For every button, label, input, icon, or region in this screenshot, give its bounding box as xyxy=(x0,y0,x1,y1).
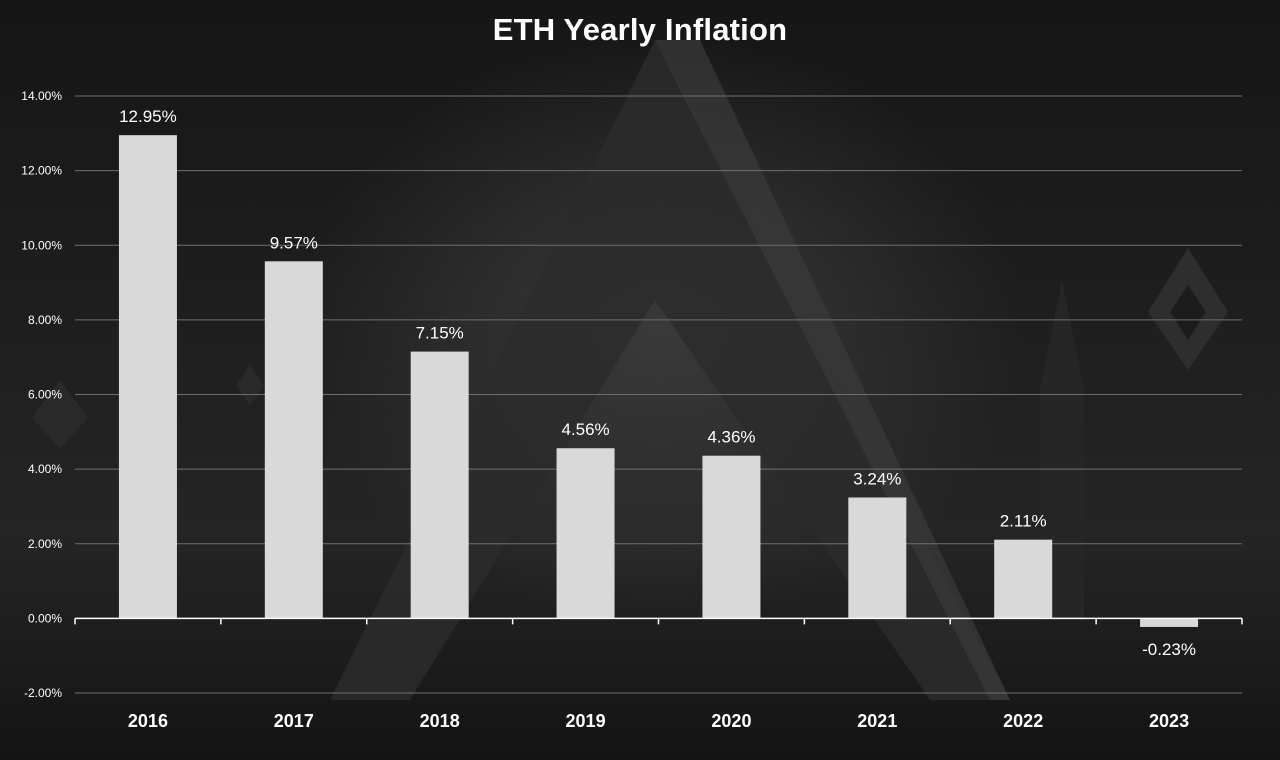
data-label-2021: 3.24% xyxy=(853,469,901,488)
bar-2018 xyxy=(410,351,469,619)
bar-2022 xyxy=(994,539,1053,619)
data-label-2020: 4.36% xyxy=(707,428,755,447)
x-category-label: 2022 xyxy=(1003,711,1043,731)
y-tick-label: 10.00% xyxy=(21,238,62,252)
data-labels: 12.95% 9.57% 7.15% 4.56% 4.36% 3.24% 2.11% -0.2… xyxy=(119,107,1196,659)
bar-2020 xyxy=(702,455,761,619)
x-category-label: 2020 xyxy=(711,711,751,731)
data-label-2017: 9.57% xyxy=(270,233,318,252)
data-label-2019: 4.56% xyxy=(561,420,609,439)
x-category-label: 2017 xyxy=(274,711,314,731)
bar-2016 xyxy=(118,135,177,619)
y-tick-label: 0.00% xyxy=(28,611,62,625)
data-label-2016: 12.95% xyxy=(119,107,177,126)
bar-2023 xyxy=(1140,618,1199,627)
y-tick-label: 12.00% xyxy=(21,164,62,178)
data-label-2023: -0.23% xyxy=(1142,640,1196,659)
bar-2021 xyxy=(848,497,907,619)
y-tick-label: 6.00% xyxy=(28,388,62,402)
y-tick-label: 8.00% xyxy=(28,313,62,327)
x-category-label: 2021 xyxy=(857,711,897,731)
bar-2017 xyxy=(264,261,323,619)
chart-title: ETH Yearly Inflation xyxy=(492,12,788,47)
x-category-label: 2019 xyxy=(566,711,606,731)
y-tick-label: 14.00% xyxy=(21,89,62,103)
data-label-2022: 2.11% xyxy=(1000,512,1047,531)
x-axis-category-labels: 2016 2017 2018 2019 2020 2021 2022 2023 xyxy=(128,711,1189,731)
gridlines xyxy=(75,95,1242,694)
data-label-2018: 7.15% xyxy=(416,324,464,343)
y-axis-tick-labels: -2.00% 0.00% 2.00% 4.00% 6.00% 8.00% 10.00% 12.… xyxy=(21,89,62,700)
bar-2019 xyxy=(556,448,615,619)
x-category-label: 2023 xyxy=(1149,711,1189,731)
x-category-label: 2018 xyxy=(420,711,460,731)
x-category-label: 2016 xyxy=(128,711,168,731)
y-tick-label: 4.00% xyxy=(28,462,62,476)
y-tick-label: 2.00% xyxy=(28,537,62,551)
y-tick-label: -2.00% xyxy=(24,686,62,700)
bar-group xyxy=(118,135,1199,627)
x-axis xyxy=(74,617,1243,625)
